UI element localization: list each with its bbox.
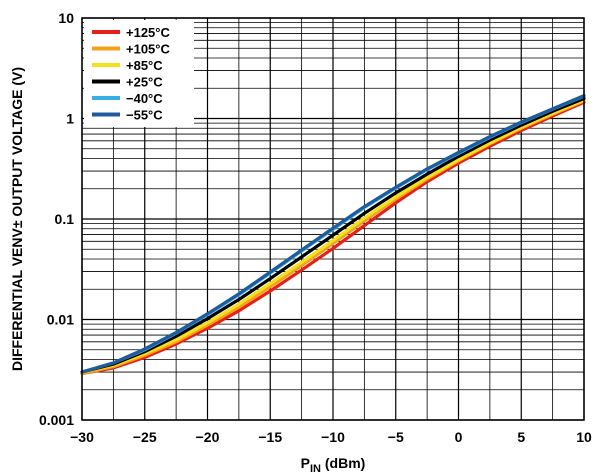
- legend-label: +25°C: [126, 75, 163, 90]
- legend: +125°C +105°C+85°C +25°C−40°C −55°C: [84, 20, 194, 127]
- series-line: [80, 98, 586, 374]
- legend-label: +105°C: [126, 42, 170, 57]
- x-axis-title: PIN (dBm): [301, 455, 366, 475]
- x-axis-title-main: P: [301, 455, 310, 471]
- legend-label: +125°C: [126, 25, 170, 40]
- y-tick-label: 1: [66, 111, 74, 127]
- x-tick-label: −30: [70, 429, 94, 445]
- legend-label: −40°C: [126, 91, 163, 106]
- x-axis-title-unit: (dBm): [321, 455, 365, 471]
- series-line: [80, 100, 586, 376]
- legend-label: +85°C: [126, 58, 163, 73]
- y-tick-label: 0.001: [39, 412, 74, 428]
- y-tick-labels: 0.001 0.01 0.1 1 10: [39, 10, 74, 428]
- x-tick-label: 5: [517, 429, 525, 445]
- x-tick-label: −20: [196, 429, 220, 445]
- y-axis-title: DIFFERENTIAL VENV± OUTPUT VOLTAGE (V): [9, 67, 25, 371]
- x-axis-title-subscript: IN: [310, 463, 321, 475]
- x-tick-label: −25: [133, 429, 157, 445]
- series-layer: [80, 93, 586, 376]
- legend-label: −55°C: [126, 108, 163, 123]
- y-tick-label: 10: [58, 10, 74, 26]
- plot-frame: [81, 17, 585, 421]
- legend-background: [84, 20, 194, 127]
- y-tick-label: 0.01: [47, 312, 74, 328]
- x-tick-label: −10: [321, 429, 345, 445]
- series-line: [80, 96, 586, 374]
- series-line: [80, 93, 586, 374]
- x-tick-labels: −30 −25 −20 −15 −10 −5 0 5 10: [70, 429, 592, 445]
- x-tick-label: −15: [258, 429, 282, 445]
- y-tick-label: 0.1: [55, 211, 75, 227]
- x-tick-label: −5: [388, 429, 404, 445]
- x-tick-label: 0: [455, 429, 463, 445]
- x-tick-label: 10: [576, 429, 592, 445]
